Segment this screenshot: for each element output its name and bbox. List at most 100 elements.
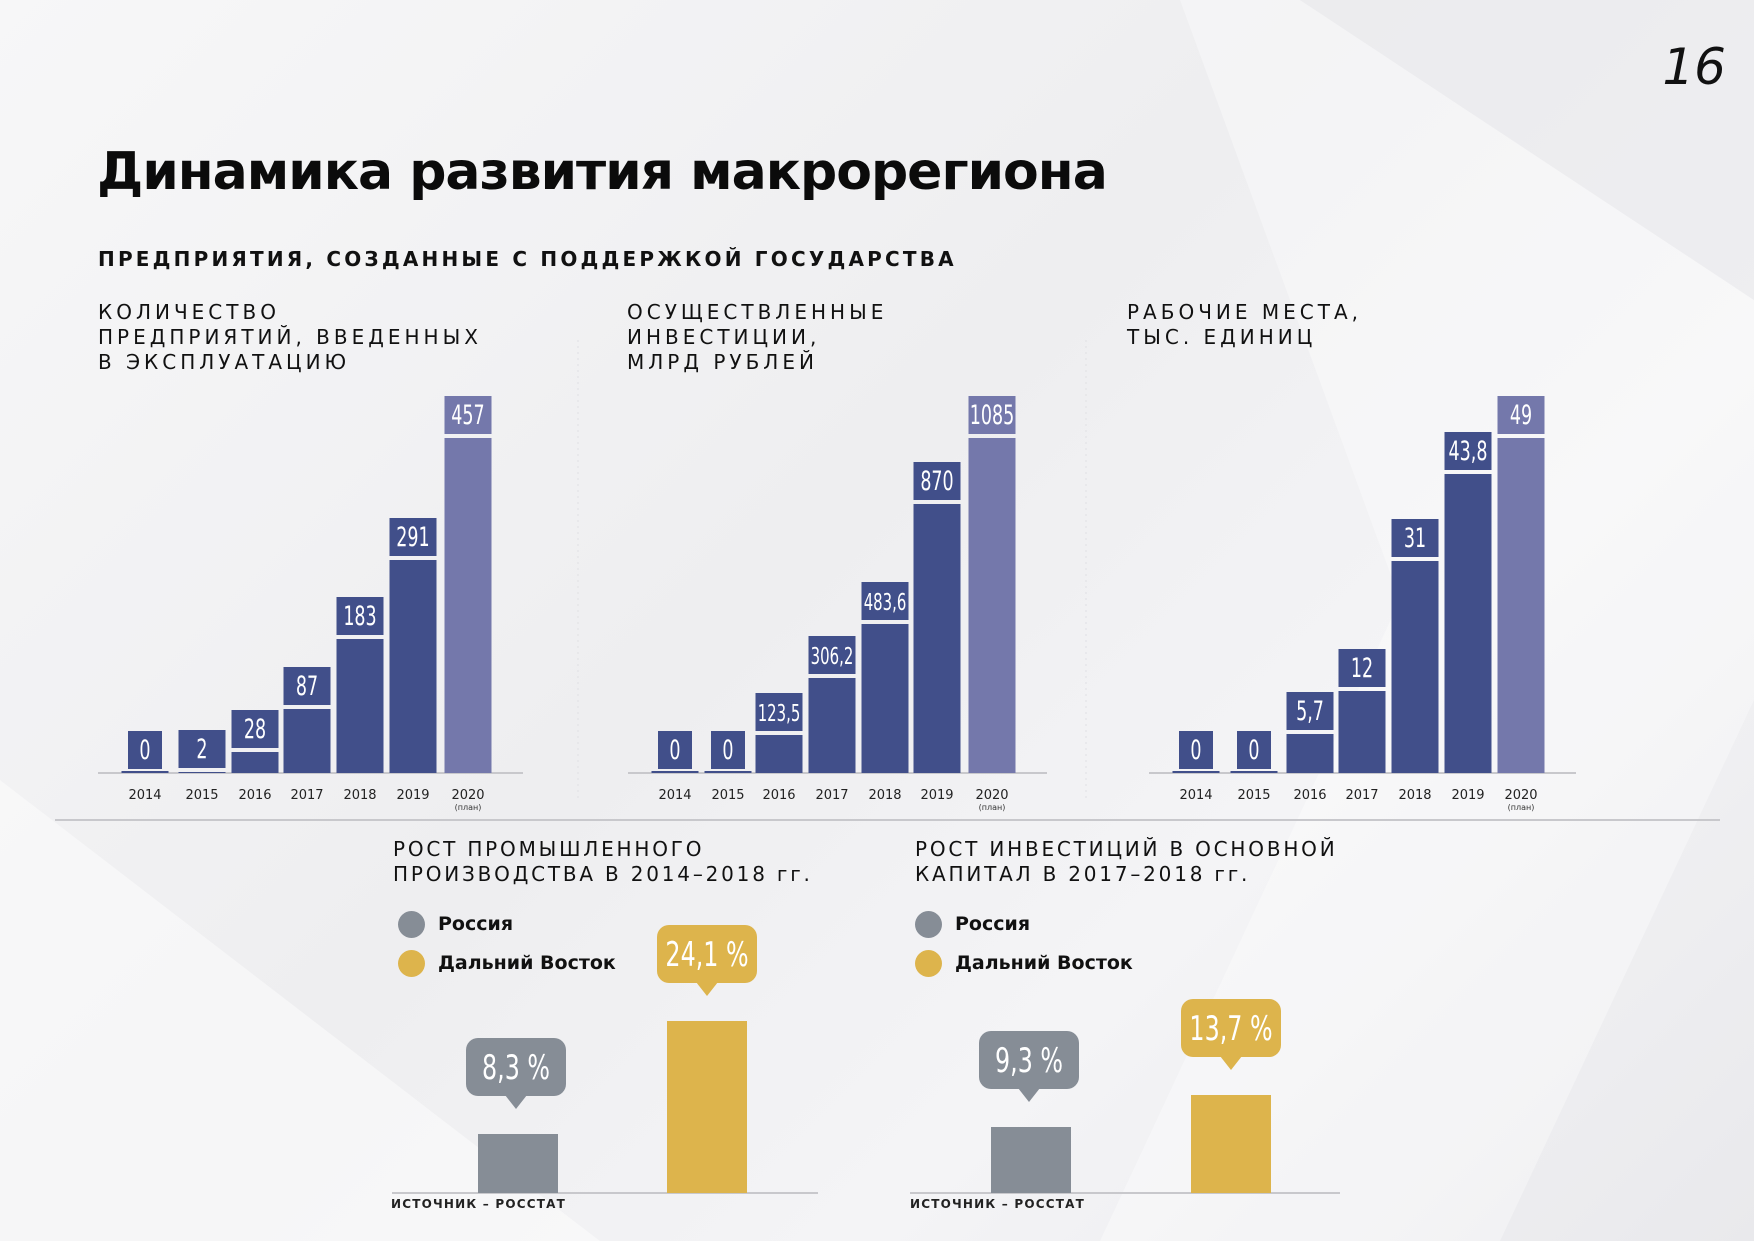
legend-item-far-east: Дальний Восток bbox=[398, 949, 616, 977]
tick-label: 2020 bbox=[975, 788, 1008, 803]
callout-value: 9,3 % bbox=[995, 1041, 1063, 1080]
value-label: 0 bbox=[1248, 734, 1259, 766]
value-label: 183 bbox=[343, 600, 376, 632]
callout-pointer bbox=[1018, 1088, 1040, 1102]
bar bbox=[968, 438, 1016, 773]
value-label: 123,5 bbox=[758, 699, 801, 727]
plan-note: (план) bbox=[455, 803, 482, 812]
bar bbox=[1391, 561, 1439, 773]
bar bbox=[1497, 438, 1545, 773]
tick-label: 2016 bbox=[238, 788, 271, 803]
legend-label-russia: Россия bbox=[955, 913, 1031, 935]
legend-investment: Россия Дальний Восток bbox=[915, 910, 1133, 989]
chart-4-title: РОСТ ПРОМЫШЛЕННОГО ПРОИЗВОДСТВА В 2014–2… bbox=[393, 837, 813, 886]
bar bbox=[1444, 474, 1492, 773]
value-label: 0 bbox=[669, 734, 680, 766]
value-label: 12 bbox=[1351, 652, 1373, 684]
bar bbox=[121, 771, 169, 773]
tick-label: 2017 bbox=[815, 788, 848, 803]
callout-value: 13,7 % bbox=[1189, 1009, 1272, 1048]
tick-label: 2020 bbox=[451, 788, 484, 803]
value-label: 0 bbox=[139, 734, 150, 766]
chart-2-title: ОСУЩЕСТВЛЕННЫЕ ИНВЕСТИЦИИ, МЛРД РУБЛЕЙ bbox=[627, 300, 888, 374]
callout-bubble bbox=[1181, 999, 1281, 1057]
bar bbox=[755, 735, 803, 773]
callout-bubble bbox=[979, 1031, 1079, 1089]
tick-label: 2017 bbox=[290, 788, 323, 803]
bar bbox=[178, 772, 226, 773]
source-note-investment: ИСТОЧНИК – РОССТАТ bbox=[910, 1197, 1086, 1211]
value-label-box bbox=[755, 693, 803, 731]
tick-label: 2015 bbox=[1237, 788, 1270, 803]
value-label: 28 bbox=[244, 713, 266, 745]
value-label-box bbox=[968, 396, 1016, 434]
legend-industrial: Россия Дальний Восток bbox=[398, 910, 616, 989]
bar bbox=[283, 709, 331, 773]
bar bbox=[808, 678, 856, 773]
bar bbox=[913, 504, 961, 773]
callout-bubble bbox=[466, 1038, 566, 1096]
bar bbox=[389, 560, 437, 773]
value-label-box bbox=[1237, 731, 1271, 769]
tick-label: 2017 bbox=[1345, 788, 1378, 803]
bar bbox=[444, 438, 492, 773]
page-number: 16 bbox=[1662, 38, 1726, 96]
value-label: 291 bbox=[396, 521, 429, 553]
tick-label: 2018 bbox=[1398, 788, 1431, 803]
callout-pointer bbox=[1220, 1056, 1242, 1070]
bar bbox=[1191, 1095, 1271, 1193]
callout-bubble bbox=[657, 925, 757, 983]
value-label-box bbox=[1338, 649, 1386, 687]
bar bbox=[1286, 734, 1334, 773]
bar bbox=[651, 771, 699, 773]
value-label: 306,2 bbox=[811, 642, 854, 670]
bar bbox=[478, 1134, 558, 1193]
bar bbox=[991, 1127, 1071, 1193]
legend-item-far-east: Дальний Восток bbox=[915, 949, 1133, 977]
source-note-industrial: ИСТОЧНИК – РОССТАТ bbox=[391, 1197, 567, 1211]
bar bbox=[336, 639, 384, 773]
tick-label: 2020 bbox=[1504, 788, 1537, 803]
callout-value: 24,1 % bbox=[665, 935, 748, 974]
value-label-box bbox=[444, 396, 492, 434]
legend-dot-far-east bbox=[915, 949, 942, 977]
callout-pointer bbox=[696, 982, 718, 996]
value-label-box bbox=[1497, 396, 1545, 434]
tick-label: 2014 bbox=[1179, 788, 1212, 803]
chart-5-title: РОСТ ИНВЕСТИЦИЙ В ОСНОВНОЙ КАПИТАЛ В 201… bbox=[915, 837, 1338, 886]
value-label-box bbox=[389, 518, 437, 556]
value-label: 0 bbox=[1190, 734, 1201, 766]
page-title: Динамика развития макрорегиона bbox=[97, 142, 1108, 202]
legend-label-russia: Россия bbox=[438, 913, 514, 935]
value-label-box bbox=[1179, 731, 1213, 769]
value-label: 31 bbox=[1404, 522, 1426, 554]
value-label: 49 bbox=[1510, 399, 1532, 431]
bar bbox=[1338, 691, 1386, 773]
bar bbox=[1230, 771, 1278, 773]
value-label: 5,7 bbox=[1296, 695, 1324, 727]
bar bbox=[1172, 771, 1220, 773]
value-label-box bbox=[1444, 432, 1492, 470]
value-label-box bbox=[283, 667, 331, 705]
value-label: 2 bbox=[196, 733, 207, 765]
value-label-box bbox=[231, 710, 279, 748]
tick-label: 2014 bbox=[658, 788, 691, 803]
tick-label: 2019 bbox=[396, 788, 429, 803]
value-label: 0 bbox=[722, 734, 733, 766]
legend-label-far-east: Дальний Восток bbox=[438, 952, 616, 974]
tick-label: 2016 bbox=[762, 788, 795, 803]
value-label-box bbox=[336, 597, 384, 635]
legend-dot-russia bbox=[915, 910, 942, 938]
tick-label: 2019 bbox=[1451, 788, 1484, 803]
value-label: 87 bbox=[296, 670, 318, 702]
legend-item-russia: Россия bbox=[398, 910, 616, 938]
value-label-box bbox=[861, 582, 909, 620]
callout-value: 8,3 % bbox=[482, 1048, 550, 1087]
section-subtitle: ПРЕДПРИЯТИЯ, СОЗДАННЫЕ С ПОДДЕРЖКОЙ ГОСУ… bbox=[98, 247, 957, 271]
bar bbox=[704, 771, 752, 773]
value-label-box bbox=[1391, 519, 1439, 557]
legend-label-far-east: Дальний Восток bbox=[955, 952, 1133, 974]
value-label: 457 bbox=[451, 399, 484, 431]
value-label-box bbox=[658, 731, 692, 769]
